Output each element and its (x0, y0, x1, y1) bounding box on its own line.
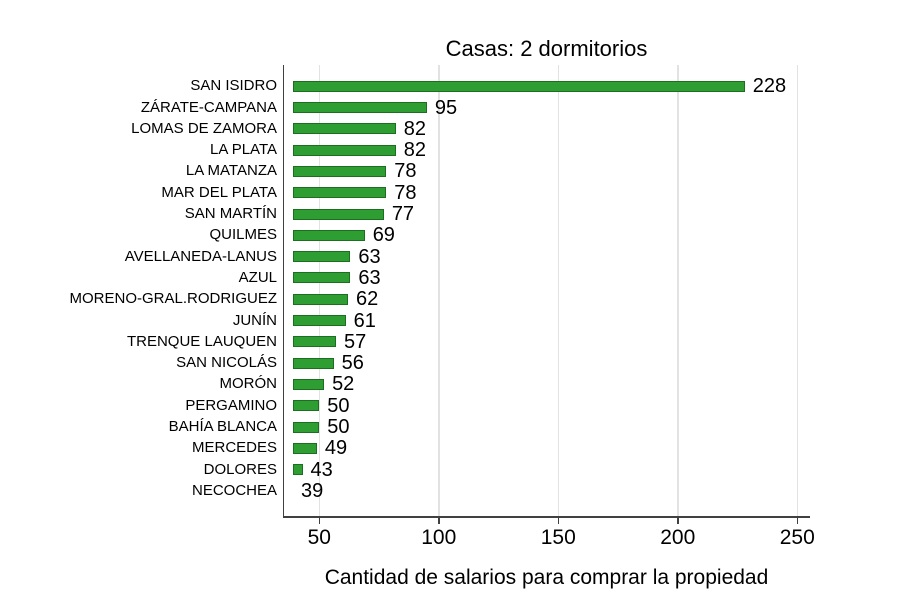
bar (293, 357, 334, 369)
value-label: 95 (434, 96, 458, 119)
bar (293, 144, 396, 156)
value-label: 43 (310, 458, 333, 481)
category-label: MORENO-GRAL.RODRIGUEZ (69, 290, 277, 308)
value-label: 50 (327, 416, 350, 438)
value-label: 63 (358, 245, 381, 268)
value-label: 49 (324, 437, 348, 460)
x-tick-label: 200 (660, 526, 696, 549)
x-gridline (557, 65, 560, 516)
value-label: 78 (394, 181, 417, 204)
category-label: TRENQUE LAUQUEN (126, 332, 277, 350)
bar (293, 102, 427, 113)
category-label: LOMAS DE ZAMORA (131, 119, 277, 137)
bar (293, 229, 365, 241)
x-tick-mark (677, 517, 679, 524)
x-tick-label: 150 (540, 526, 576, 549)
category-label: AZUL (238, 268, 277, 286)
x-tick-label: 250 (779, 526, 815, 549)
bar (293, 80, 745, 92)
category-label: ZÁRATE-CAMPANA (140, 98, 277, 116)
category-label: QUILMES (209, 226, 277, 244)
value-label: 63 (358, 266, 381, 289)
category-label: JUNÍN (232, 311, 277, 329)
value-label: 56 (341, 352, 364, 375)
x-gridline (438, 65, 440, 516)
category-label: AVELLANEDA-LANUS (124, 247, 277, 265)
value-label: 50 (327, 394, 350, 417)
bar (293, 400, 320, 412)
bar (293, 165, 387, 177)
bar (293, 378, 325, 390)
x-tick-mark (557, 517, 560, 524)
value-label: 78 (394, 160, 417, 183)
x-tick-label: 50 (307, 526, 331, 549)
category-label: MORÓN (219, 375, 278, 393)
x-axis-title: Cantidad de salarios para comprar la pro… (324, 566, 769, 589)
value-label: 62 (355, 288, 379, 311)
bar (293, 251, 351, 263)
category-label: LA PLATA (210, 141, 277, 159)
category-label: DOLORES (203, 460, 277, 478)
x-tick-mark (438, 517, 440, 524)
value-label: 57 (344, 330, 367, 353)
bar (293, 442, 317, 454)
x-gridline (677, 65, 679, 516)
category-label: SAN ISIDRO (190, 77, 277, 95)
category-label: SAN MARTÍN (184, 205, 277, 222)
category-label: BAHÍA BLANCA (168, 418, 277, 435)
value-label: 82 (403, 139, 427, 162)
x-gridline (318, 65, 321, 516)
x-gridline (796, 65, 799, 516)
value-label: 82 (403, 117, 427, 140)
category-label: SAN NICOLÁS (176, 354, 277, 372)
bar (293, 208, 384, 220)
bar (293, 464, 303, 476)
x-tick-mark (796, 517, 799, 524)
x-tick-label: 100 (421, 526, 457, 549)
category-label: PERGAMINO (185, 396, 277, 414)
category-label: LA MATANZA (185, 162, 277, 180)
category-label: MERCEDES (191, 439, 277, 457)
bar (293, 421, 320, 433)
category-label: NECOCHEA (191, 481, 277, 499)
y-axis-line (282, 65, 284, 518)
chart-title: Casas: 2 dormitorios (445, 36, 648, 61)
bar (293, 272, 351, 284)
bar (293, 293, 348, 305)
x-axis-line (282, 516, 810, 518)
x-tick-mark (318, 517, 321, 524)
value-label: 39 (301, 479, 324, 502)
bar (293, 336, 337, 348)
value-label: 61 (353, 309, 376, 332)
category-label: MAR DEL PLATA (161, 183, 277, 201)
value-label: 77 (391, 203, 415, 225)
value-label: 52 (332, 373, 355, 396)
value-label: 228 (752, 75, 787, 98)
value-label: 69 (372, 224, 395, 247)
bar (293, 123, 396, 135)
bar (293, 315, 346, 326)
bar (293, 187, 387, 199)
